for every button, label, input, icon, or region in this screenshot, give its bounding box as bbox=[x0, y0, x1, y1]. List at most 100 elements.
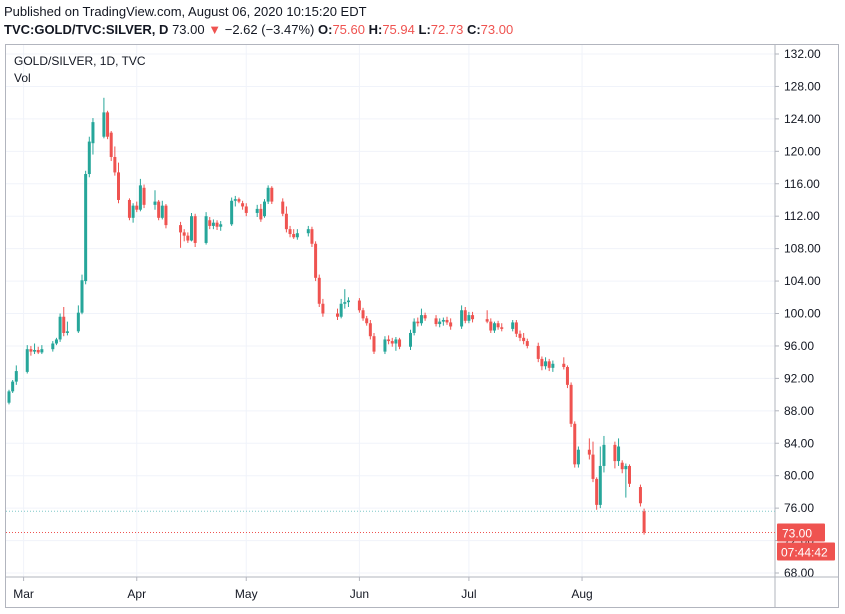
candle-down bbox=[365, 318, 369, 324]
candle-up bbox=[394, 339, 398, 344]
candle-down bbox=[536, 345, 540, 359]
candle-down bbox=[463, 310, 467, 321]
candle-up bbox=[160, 205, 164, 218]
x-tick-label: Aug bbox=[571, 587, 592, 601]
candle-down bbox=[29, 349, 33, 352]
candle-up bbox=[80, 280, 84, 313]
candle-down bbox=[518, 333, 522, 338]
candle-down bbox=[489, 321, 493, 331]
candle-up bbox=[511, 322, 515, 329]
candle-down bbox=[471, 315, 475, 320]
chart-frame[interactable] bbox=[5, 44, 839, 608]
candle-down bbox=[522, 337, 526, 342]
candle-down bbox=[186, 235, 190, 241]
candle-down bbox=[628, 465, 631, 484]
y-tick-label: 104.00 bbox=[784, 274, 821, 288]
x-tick-label: May bbox=[235, 587, 258, 601]
candle-up bbox=[339, 303, 343, 317]
candle-down bbox=[573, 423, 577, 465]
y-tick-label: 80.00 bbox=[784, 469, 814, 483]
candle-down bbox=[208, 220, 212, 226]
candle-down bbox=[595, 478, 599, 505]
last-price-box bbox=[777, 523, 825, 542]
y-tick-label: 128.00 bbox=[784, 79, 821, 93]
y-tick-label: 108.00 bbox=[784, 242, 821, 256]
candle-down bbox=[449, 322, 453, 327]
legend-vol: Vol bbox=[14, 71, 31, 85]
candle-up bbox=[84, 174, 88, 282]
candle-up bbox=[263, 201, 266, 217]
countdown-box bbox=[777, 542, 835, 561]
candle-down bbox=[387, 339, 391, 342]
y-tick-label: 84.00 bbox=[784, 436, 814, 450]
candle-up bbox=[76, 312, 80, 332]
y-tick-label: 124.00 bbox=[784, 112, 821, 126]
candle-down bbox=[434, 318, 438, 325]
candle-down bbox=[127, 199, 131, 218]
candle-up bbox=[51, 343, 55, 350]
y-tick-label: 96.00 bbox=[784, 339, 814, 353]
x-tick-label: Jun bbox=[350, 587, 369, 601]
candle-up bbox=[33, 349, 37, 352]
close-label: C: bbox=[466, 22, 481, 37]
candle-up bbox=[412, 321, 416, 333]
candle-down bbox=[109, 132, 113, 157]
candle-down bbox=[314, 243, 318, 278]
open-label: O: bbox=[317, 22, 333, 37]
y-tick-label: 132.00 bbox=[784, 47, 821, 61]
candle-up bbox=[346, 300, 350, 303]
candle-up bbox=[91, 122, 95, 144]
candle-down bbox=[562, 363, 566, 368]
candle-down bbox=[62, 316, 66, 333]
candle-up bbox=[492, 323, 496, 331]
y-tick-label: 116.00 bbox=[784, 177, 820, 191]
candle-down bbox=[565, 367, 569, 385]
close-value: 73.00 bbox=[480, 22, 514, 37]
candle-up bbox=[598, 465, 602, 505]
candle-up bbox=[419, 315, 423, 324]
candle-up bbox=[255, 208, 259, 213]
candle-up bbox=[211, 222, 215, 226]
open-value: 75.60 bbox=[332, 22, 365, 37]
candle-down bbox=[281, 201, 285, 214]
candle-up bbox=[138, 185, 142, 210]
candle-down bbox=[157, 201, 161, 218]
candle-down bbox=[270, 187, 274, 202]
candle-up bbox=[602, 444, 606, 466]
y-tick-label: 112.00 bbox=[784, 209, 820, 223]
x-tick-label: Mar bbox=[13, 587, 34, 601]
x-tick-label: Apr bbox=[127, 587, 146, 601]
candle-up bbox=[54, 339, 58, 344]
candle-down bbox=[292, 234, 296, 238]
candle-down bbox=[496, 323, 500, 328]
last-price-label: 73.00 bbox=[782, 526, 812, 540]
candle-up bbox=[58, 316, 62, 340]
published-info: Published on TradingView.com, August 06,… bbox=[4, 4, 367, 19]
candle-up bbox=[343, 302, 347, 304]
candle-down bbox=[445, 319, 449, 323]
candle-up bbox=[102, 112, 106, 137]
candle-down bbox=[106, 112, 110, 137]
candle-down bbox=[416, 321, 420, 324]
high-value: 75.94 bbox=[382, 22, 415, 37]
candle-up bbox=[306, 229, 310, 234]
symbol-info-line: TVC:GOLD/TVC:SILVER, D 73.00 ▼ −2.62 (−3… bbox=[4, 22, 513, 37]
candle-up bbox=[544, 361, 548, 367]
candle-down bbox=[398, 339, 402, 347]
low-label: L: bbox=[418, 22, 431, 37]
candle-down bbox=[288, 229, 292, 235]
candle-down bbox=[142, 187, 146, 205]
candle-down bbox=[642, 511, 646, 533]
candle-down bbox=[182, 232, 186, 236]
candle-down bbox=[361, 310, 365, 319]
candle-down bbox=[336, 313, 339, 317]
candle-down bbox=[587, 449, 591, 455]
candle-down bbox=[284, 213, 288, 230]
candle-down bbox=[547, 361, 551, 368]
candle-up bbox=[7, 391, 11, 403]
candle-down bbox=[237, 199, 241, 202]
candle-down bbox=[540, 358, 544, 367]
candle-down bbox=[164, 205, 168, 226]
candle-up bbox=[65, 331, 69, 333]
